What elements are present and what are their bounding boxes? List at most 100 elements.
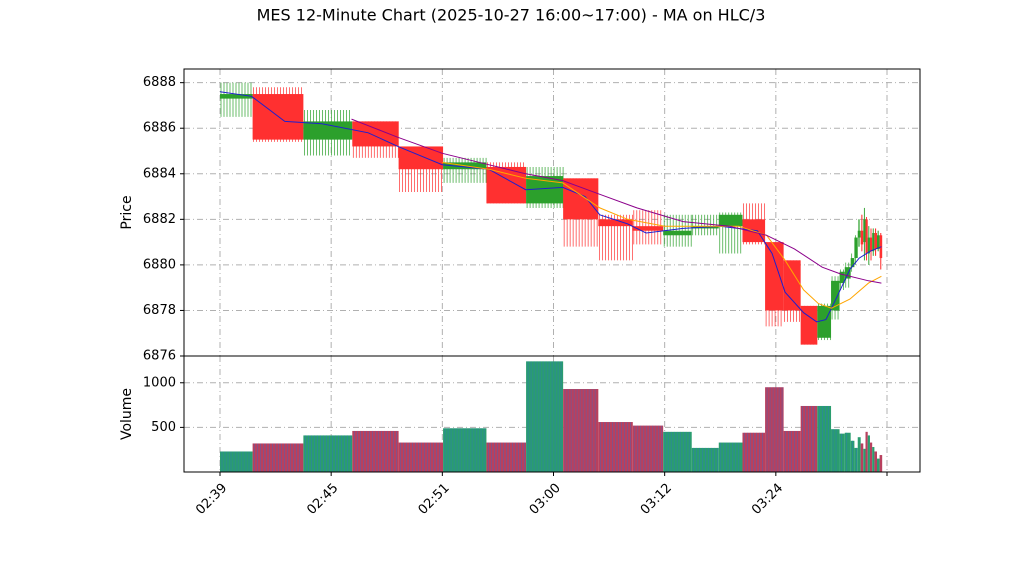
candle xyxy=(352,121,399,158)
candle-body xyxy=(854,237,858,259)
candle xyxy=(863,207,866,261)
volume-bar xyxy=(252,443,304,472)
volume-bar-fill xyxy=(867,435,870,472)
x-tick-label: 03:12 xyxy=(638,481,675,518)
candle xyxy=(857,219,861,247)
candle-body xyxy=(800,305,818,345)
x-tick-label: 03:00 xyxy=(527,481,564,518)
volume-bar-fill xyxy=(863,448,866,472)
volume-bar-fill xyxy=(854,447,858,472)
volume-bar xyxy=(598,422,633,472)
candle xyxy=(632,210,664,245)
volume-y-axis-label: Volume xyxy=(119,388,135,440)
volume-bar xyxy=(632,425,664,472)
volume-bar xyxy=(879,455,883,472)
volume-bar-fill xyxy=(718,442,743,472)
candle-body xyxy=(874,233,877,249)
candle xyxy=(879,233,883,270)
price-tick-label: 6880 xyxy=(143,257,176,272)
volume-bar-fill xyxy=(526,361,564,472)
price-y-axis-label: Price xyxy=(119,195,135,229)
candle xyxy=(598,214,633,261)
candle-body xyxy=(872,233,875,252)
candle xyxy=(718,212,743,254)
candle-body xyxy=(867,237,870,254)
volume-bar xyxy=(352,430,399,472)
volume-bar xyxy=(869,442,873,472)
candle xyxy=(839,269,845,290)
volume-bar xyxy=(563,389,599,472)
ma-line-fast xyxy=(219,91,882,323)
volume-tick-label: 1000 xyxy=(143,375,176,390)
volume-bar xyxy=(857,437,861,472)
candle-body xyxy=(783,260,801,311)
volume-bar-fill xyxy=(860,443,864,472)
volume-panel-frame xyxy=(183,355,921,473)
candle-body xyxy=(765,242,784,311)
price-y-ticks: 6876 6878 6880 6882 6884 6886 6888 xyxy=(143,75,184,364)
volume-bar-fill xyxy=(844,432,851,472)
x-tick-label: 03:24 xyxy=(749,481,786,518)
candle xyxy=(783,260,801,322)
volume-bar xyxy=(398,442,444,472)
candle-body xyxy=(850,258,855,268)
candle xyxy=(831,276,840,320)
volume-bar xyxy=(865,431,868,472)
x-tick-label: 02:51 xyxy=(416,481,453,518)
volume-bar xyxy=(800,405,818,472)
candle xyxy=(817,303,832,341)
candle-body xyxy=(817,305,832,338)
volume-bar-fill xyxy=(879,455,883,472)
volume-bar xyxy=(863,448,866,472)
volume-bar-fill xyxy=(303,435,353,472)
price-tick-label: 6886 xyxy=(143,121,176,136)
volume-bar-fill xyxy=(857,437,861,472)
volume-bar xyxy=(443,428,487,472)
candle xyxy=(874,228,877,256)
volume-bar xyxy=(765,387,784,472)
ma-line-mid xyxy=(442,161,882,309)
volume-bar xyxy=(718,442,743,472)
candle xyxy=(860,214,864,252)
ma-line-slow xyxy=(351,118,882,284)
candle-body xyxy=(398,146,444,170)
volume-bar-fill xyxy=(865,431,868,472)
volume-bar xyxy=(872,447,875,472)
volume-bar xyxy=(783,430,801,472)
volume-bar-fill xyxy=(800,405,818,472)
candle xyxy=(869,228,873,261)
candle xyxy=(765,242,784,327)
volume-bar xyxy=(854,447,858,472)
candle-body xyxy=(598,219,633,227)
candle xyxy=(563,178,599,247)
price-tick-label: 6878 xyxy=(143,303,176,318)
volume-bar-fill xyxy=(691,447,719,472)
volume-bar-fill xyxy=(398,442,444,472)
candle-body xyxy=(563,178,599,220)
volume-bar-fill xyxy=(839,433,845,472)
volume-y-ticks: 500 1000 xyxy=(143,375,184,435)
price-tick-label: 6888 xyxy=(143,75,176,90)
candle-body xyxy=(865,219,868,254)
candle-body xyxy=(857,230,861,238)
volume-tick-label: 500 xyxy=(151,420,176,435)
candle xyxy=(252,87,304,142)
volume-bar xyxy=(874,451,877,472)
candle xyxy=(663,214,692,247)
candle-body xyxy=(632,226,664,231)
x-tick-label: 02:39 xyxy=(193,481,230,518)
chart-title: MES 12-Minute Chart (2025-10-27 16:00~17… xyxy=(257,6,766,25)
candle-body xyxy=(860,230,864,245)
volume-bar xyxy=(691,447,719,472)
candle-body xyxy=(839,271,845,284)
volume-bar xyxy=(831,429,840,472)
volume-bar xyxy=(303,435,353,472)
volume-bar xyxy=(742,432,766,472)
moving-averages xyxy=(219,91,882,323)
candle xyxy=(867,226,870,265)
volume-bar-fill xyxy=(742,432,766,472)
volume-bar xyxy=(844,432,851,472)
x-ticks: 02:39 02:45 02:51 03:00 03:12 03:24 xyxy=(193,472,888,518)
volume-bar-fill xyxy=(872,447,875,472)
